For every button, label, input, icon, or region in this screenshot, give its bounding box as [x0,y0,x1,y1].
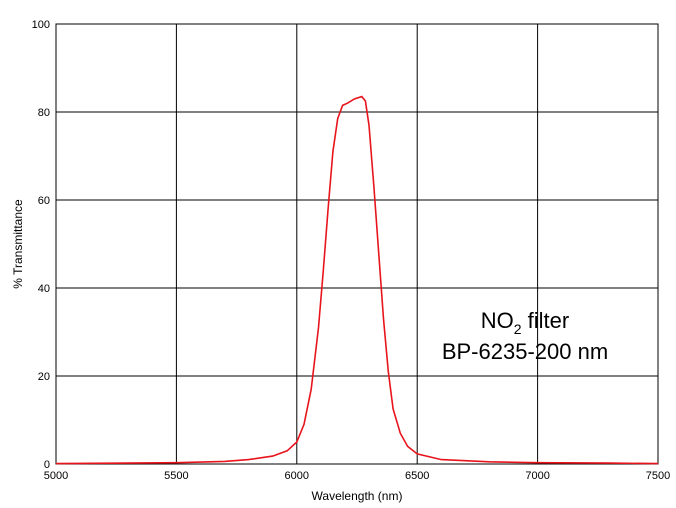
y-tick-label: 60 [38,195,50,207]
filter-spec-annotation: BP-6235-200 nm [442,339,608,364]
y-tick-label: 40 [38,283,50,295]
filter-name-annotation: NO2 filter [481,308,569,337]
x-tick-label: 7000 [525,470,549,482]
x-tick-labels: 5000 5500 6000 6500 7000 7500 [44,470,670,482]
x-tick-label: 5500 [164,470,188,482]
x-tick-label: 7500 [646,470,670,482]
filter-suffix: filter [522,308,570,333]
y-tick-label: 20 [38,371,50,383]
formula-subscript: 2 [514,321,522,337]
x-tick-label: 6000 [285,470,309,482]
x-axis-label: Wavelength (nm) [312,489,403,503]
y-tick-label: 0 [44,459,50,471]
plot-frame [55,23,659,465]
formula-main: NO [481,308,514,333]
grid [56,24,658,464]
transmittance-curve [55,95,659,465]
x-tick-label: 6500 [405,470,429,482]
y-axis-label: % Transmittance [11,199,25,289]
x-tick-label: 5000 [44,470,68,482]
y-tick-labels: 0 20 40 60 80 100 [32,19,50,471]
y-tick-label: 100 [32,19,50,31]
y-tick-label: 80 [38,107,50,119]
